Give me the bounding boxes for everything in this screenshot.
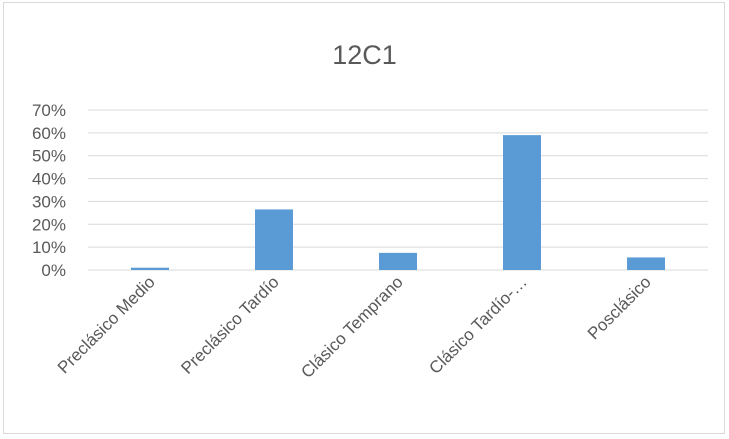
y-tick-label: 50% <box>32 147 66 166</box>
bar <box>627 257 665 270</box>
bars <box>131 135 665 270</box>
gridlines <box>88 109 708 271</box>
y-tick-label: 30% <box>32 192 66 211</box>
x-tick-label: Preclásico Tardío <box>177 272 282 377</box>
bar <box>131 267 169 270</box>
x-tick-label: Preclásico Medio <box>54 272 159 377</box>
x-tick-label: Clásico Temprano <box>297 272 406 381</box>
bar <box>379 252 417 270</box>
bar <box>503 135 541 270</box>
y-axis-ticks: 0% 10% 20% 30% 40% 50% 60% 70% <box>32 101 66 280</box>
bar <box>255 209 293 270</box>
y-tick-label: 70% <box>32 101 66 120</box>
chart-title: 12C1 <box>332 40 397 70</box>
chart-frame <box>3 2 725 434</box>
y-tick-label: 20% <box>32 215 66 234</box>
x-axis-ticks: Preclásico Medio Preclásico Tardío Clásico… <box>54 272 655 381</box>
y-tick-label: 40% <box>32 170 66 189</box>
y-tick-label: 0% <box>41 261 66 280</box>
x-tick-label: Posclásico <box>584 272 655 343</box>
y-tick-label: 60% <box>32 124 66 143</box>
x-tick-label: Clásico Tardío-… <box>425 272 530 377</box>
y-tick-label: 10% <box>32 238 66 257</box>
